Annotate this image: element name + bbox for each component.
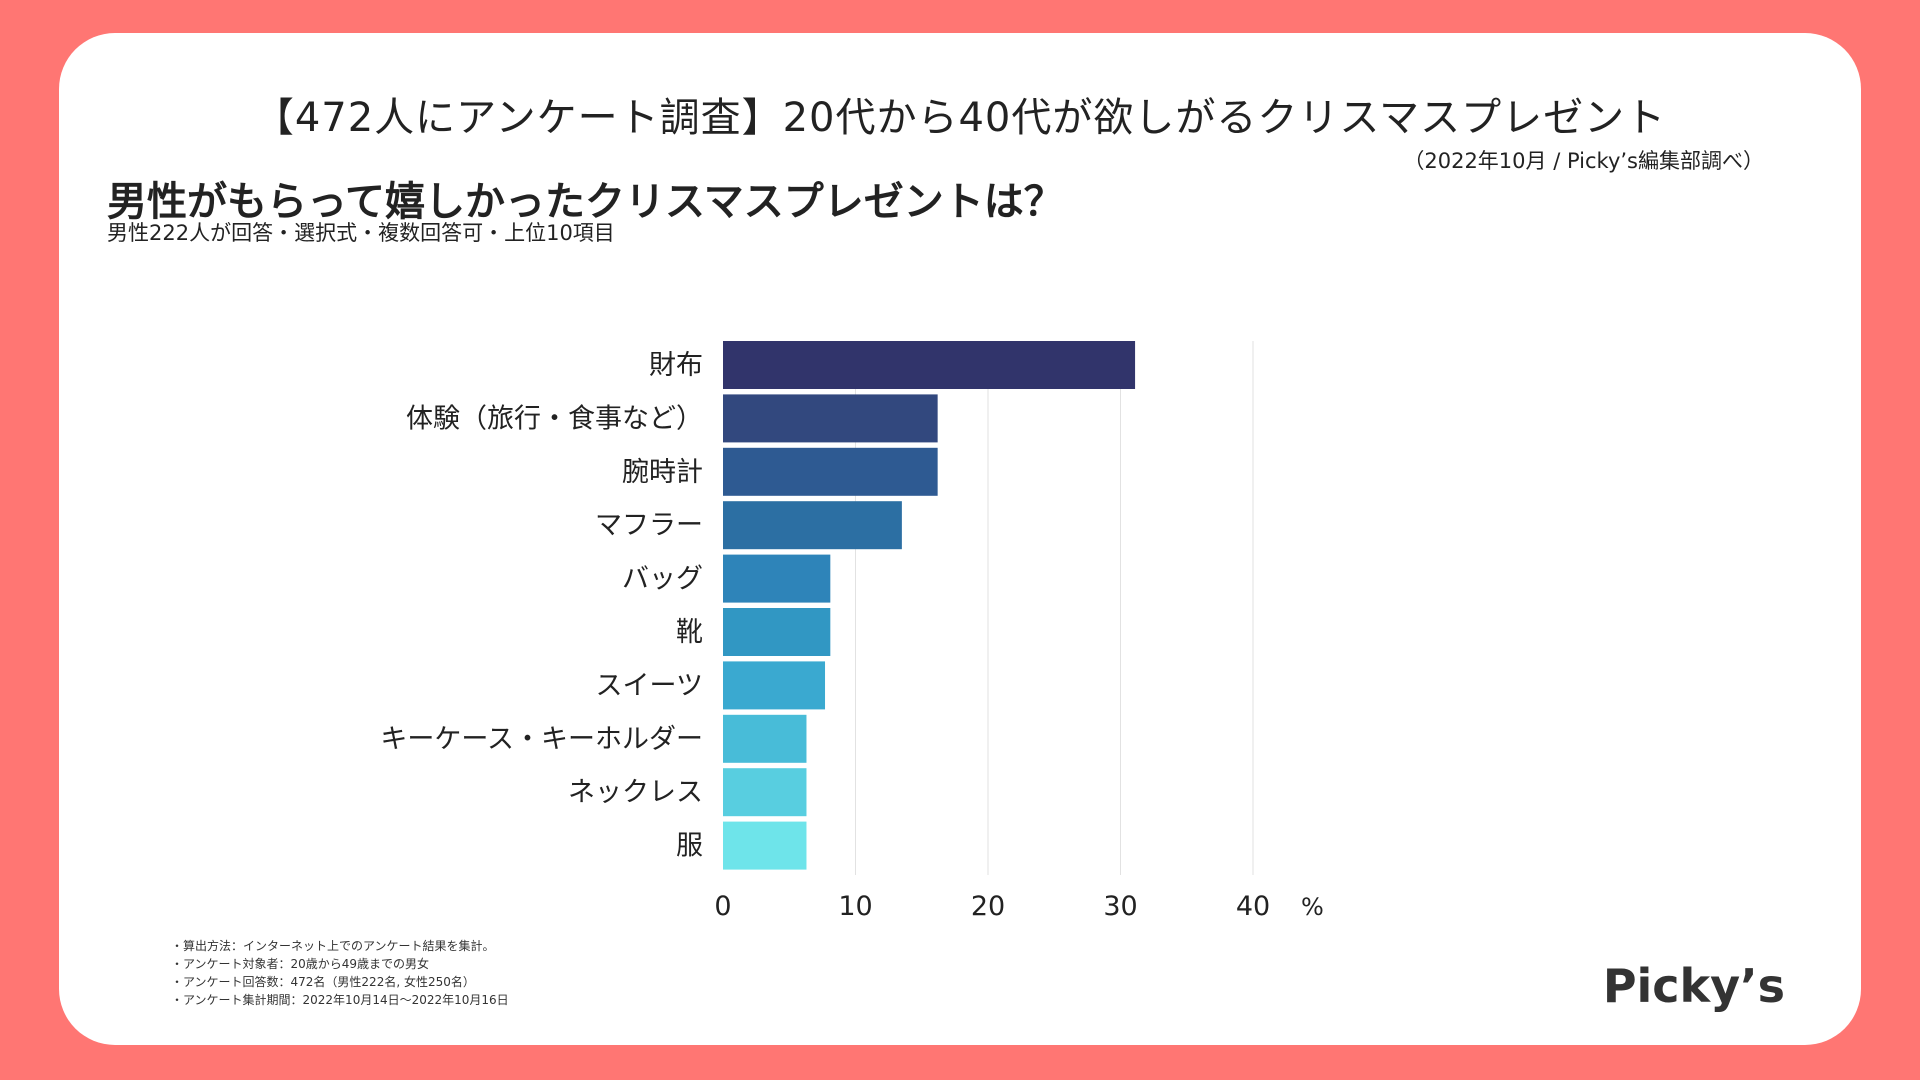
- note-line: ・アンケート集計期間：2022年10月14日〜2022年10月16日: [171, 993, 509, 1007]
- bar: [723, 394, 938, 443]
- survey-notes: ・算出方法：インターネット上でのアンケート結果を集計。 ・アンケート対象者：20…: [171, 937, 509, 1009]
- category-label: 財布: [649, 350, 703, 381]
- category-label: ネックレス: [568, 777, 703, 808]
- category-label: キーケース・キーホルダー: [380, 724, 703, 755]
- category-label: マフラー: [595, 510, 703, 541]
- unit-label: %: [1301, 893, 1324, 921]
- tick-label: 0: [714, 891, 731, 922]
- bar: [723, 768, 807, 817]
- note-line: ・アンケート対象者：20歳から49歳までの男女: [171, 957, 430, 971]
- note-line: ・算出方法：インターネット上でのアンケート結果を集計。: [171, 939, 495, 953]
- bar: [723, 821, 807, 870]
- chart-question: 男性がもらって嬉しかったクリスマスプレゼントは？: [107, 179, 1064, 225]
- chart-card: 【472人にアンケート調査】20代から40代が欲しがるクリスマスプレゼント （2…: [59, 33, 1861, 1045]
- category-label: 靴: [676, 617, 703, 648]
- bar: [723, 661, 826, 710]
- category-label: スイーツ: [596, 670, 703, 701]
- category-label: バッグ: [622, 564, 703, 595]
- tick-label: 40: [1236, 891, 1270, 922]
- bar: [723, 501, 902, 550]
- tick-label: 30: [1103, 891, 1137, 922]
- bar: [723, 341, 1136, 389]
- category-label: 腕時計: [622, 457, 703, 488]
- chart-subtitle: 男性222人が回答・選択式・複数回答可・上位10項目: [107, 221, 615, 245]
- bar: [723, 608, 831, 656]
- category-label: 体験（旅行・食事など）: [406, 403, 703, 434]
- note-line: ・アンケート回答数：472名（男性222名, 女性250名）: [171, 975, 475, 989]
- category-label: 服: [676, 831, 703, 862]
- main-title: 【472人にアンケート調査】20代から40代が欲しがるクリスマスプレゼント: [253, 95, 1667, 141]
- bar: [723, 714, 807, 763]
- source-note: （2022年10月 / Picky’s編集部調べ）: [1403, 149, 1764, 173]
- bar: [723, 447, 938, 496]
- tick-label: 10: [838, 891, 872, 922]
- tick-label: 20: [971, 891, 1005, 922]
- bar: [723, 554, 831, 603]
- pickys-logo: Picky’s: [1602, 959, 1785, 1013]
